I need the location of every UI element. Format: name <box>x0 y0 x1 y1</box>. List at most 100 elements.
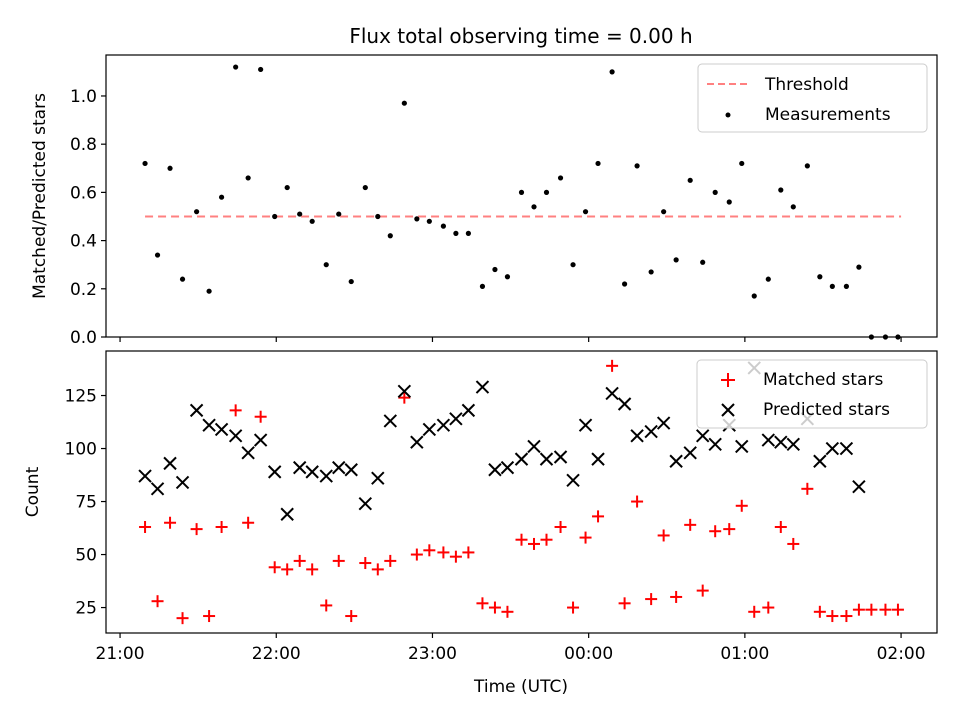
predicted-star-point <box>461 403 476 418</box>
top-y-tick-label: 0.4 <box>70 232 97 252</box>
matched-star-point <box>579 531 592 544</box>
predicted-star-point <box>189 403 204 418</box>
x-tick-label: 01:00 <box>720 644 769 664</box>
measurement-point <box>258 66 264 73</box>
matched-star-point <box>437 546 450 559</box>
measurement-point <box>582 209 589 215</box>
bottom-y-tick-label: 125 <box>65 387 97 407</box>
bottom-legend-box <box>696 359 928 429</box>
matched-star-point <box>462 546 475 559</box>
measurement-point <box>504 274 511 280</box>
predicted-star-point <box>267 465 282 479</box>
predicted-star-point <box>332 460 346 475</box>
measurement-point <box>634 163 640 169</box>
legend-measurements-label: Measurements <box>765 105 891 125</box>
measurement-point <box>829 283 835 289</box>
predicted-star-point <box>292 460 307 475</box>
measurement-point <box>856 264 862 270</box>
measurement-point <box>440 223 446 229</box>
predicted-star-point <box>591 452 605 466</box>
matched-star-point <box>762 601 775 614</box>
matched-star-point <box>631 495 644 508</box>
measurement-point <box>297 211 303 217</box>
bottom-y-axis: 25 50 75 100 125 <box>65 387 106 619</box>
predicted-stars-points <box>138 361 866 521</box>
predicted-star-point <box>644 424 658 439</box>
bottom-y-axis-label: Count <box>23 466 43 517</box>
matched-star-point <box>371 563 384 576</box>
matched-star-point <box>281 563 294 576</box>
predicted-star-point <box>605 386 619 401</box>
predicted-star-point <box>630 429 644 443</box>
predicted-star-point <box>319 469 333 483</box>
measurement-point <box>843 283 850 289</box>
measurement-point <box>362 184 368 191</box>
matched-star-point <box>826 610 839 623</box>
matched-star-point <box>567 601 580 614</box>
top-y-axis-label: Matched/Predicted stars <box>30 93 50 299</box>
matched-star-point <box>164 516 177 529</box>
matched-star-point <box>606 359 619 372</box>
predicted-star-point <box>422 422 437 437</box>
predicted-star-point <box>825 441 840 456</box>
matched-star-point <box>645 593 658 606</box>
measurement-point <box>817 274 823 280</box>
matched-star-point <box>879 603 892 616</box>
matched-star-point <box>801 482 814 495</box>
predicted-star-point <box>397 384 412 398</box>
measurement-point <box>309 218 315 224</box>
measurement-point <box>465 230 471 236</box>
bottom-panel: 25 50 75 100 125 21:00 22:00 23:00 00:00 01:00 02… <box>23 350 938 697</box>
matched-star-point <box>501 605 514 618</box>
measurement-point <box>751 293 757 299</box>
top-y-tick-label: 0.2 <box>70 280 97 300</box>
matched-star-point <box>657 529 670 542</box>
measurement-point <box>790 204 796 210</box>
predicted-star-point <box>708 437 722 452</box>
measurement-point <box>648 269 654 275</box>
measurement-point <box>245 175 251 181</box>
x-tick-label: 21:00 <box>96 644 145 664</box>
matched-star-point <box>384 554 397 567</box>
legend-predicted-swatch <box>721 403 735 417</box>
measurement-point <box>167 165 173 171</box>
bottom-plot-frame <box>105 350 938 634</box>
matched-star-point <box>709 525 722 538</box>
measurement-point <box>154 252 161 258</box>
predicted-star-point <box>813 454 827 468</box>
predicted-star-point <box>566 473 580 488</box>
predicted-star-point <box>475 380 490 394</box>
predicted-star-point <box>175 475 190 490</box>
matched-star-point <box>359 557 372 570</box>
top-y-tick-label: 0.0 <box>70 328 97 348</box>
x-axis-label: Time (UTC) <box>473 677 568 697</box>
matched-star-point <box>774 520 787 533</box>
matched-star-point <box>787 537 800 550</box>
measurement-point <box>700 259 706 265</box>
matched-star-point <box>320 599 333 612</box>
matched-star-point <box>332 554 345 567</box>
matched-star-point <box>527 537 540 550</box>
predicted-star-point <box>656 416 671 430</box>
legend-predicted-label: Predicted stars <box>763 400 890 420</box>
matched-star-point <box>476 597 489 610</box>
top-y-tick-label: 0.8 <box>70 135 97 155</box>
measurement-point <box>739 160 745 167</box>
measurement-point <box>726 199 732 205</box>
measurement-point <box>687 177 693 183</box>
matched-star-point <box>865 603 878 616</box>
predicted-star-point <box>539 452 554 466</box>
measurement-point <box>595 160 601 167</box>
matched-star-point <box>410 548 423 561</box>
matched-star-point <box>151 595 164 608</box>
predicted-star-point <box>358 496 373 511</box>
matched-star-point <box>852 603 865 616</box>
matched-star-point <box>139 520 152 533</box>
measurement-point <box>543 189 550 195</box>
matched-star-point <box>748 605 761 618</box>
predicted-star-point <box>669 454 683 468</box>
x-tick-label: 22:00 <box>252 644 301 664</box>
measurement-point <box>401 100 407 106</box>
predicted-star-point <box>436 418 451 432</box>
